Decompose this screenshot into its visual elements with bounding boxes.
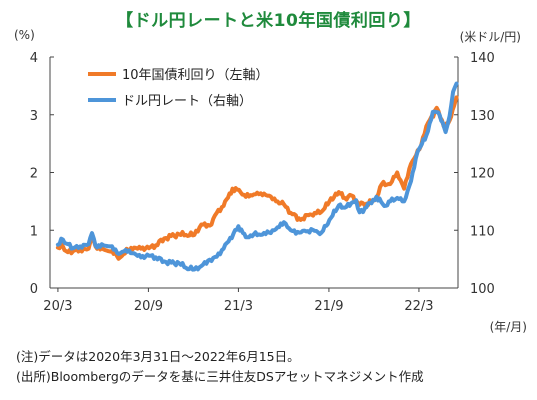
left-tick-label: 3 [30, 109, 38, 124]
right-tick-label: 130 [470, 109, 495, 124]
legend-yield-label: 10年国債利回り（左軸） [122, 68, 269, 83]
x-tick-label: 22/3 [404, 299, 433, 314]
left-tick-label: 4 [30, 51, 38, 66]
footnote-note: (注)データは2020年3月31日～2022年6月15日。 [16, 349, 300, 364]
x-tick-label: 21/9 [314, 299, 343, 314]
right-axis-unit: (米ドル/円) [459, 30, 521, 44]
chart-title: 【ドル円レートと米10年国債利回り】 [116, 11, 421, 31]
x-tick-label: 20/3 [43, 299, 72, 314]
usdjpy-series-line [55, 81, 459, 272]
chart-svg: 0 1 2 3 4 100 110 120 130 140 20/3 20/9 21/3 21/9 22/3… [30, 51, 495, 314]
right-tick-label: 110 [470, 224, 495, 239]
legend-usdjpy-label: ドル円レート（右軸） [122, 94, 252, 109]
left-axis-unit: (%) [14, 28, 35, 42]
right-tick-label: 120 [470, 167, 495, 182]
left-tick-label: 2 [30, 167, 38, 182]
x-tick-label: 20/9 [134, 299, 163, 314]
left-tick-label: 1 [30, 224, 38, 239]
right-tick-label: 100 [470, 282, 495, 297]
x-tick-label: 21/3 [224, 299, 253, 314]
x-axis-unit: (年/月) [489, 320, 527, 334]
footnote-source: (出所)Bloombergのデータを基に三井住友DSアセットマネジメント作成 [16, 369, 424, 384]
right-tick-label: 140 [470, 51, 495, 66]
left-tick-label: 0 [30, 282, 38, 297]
